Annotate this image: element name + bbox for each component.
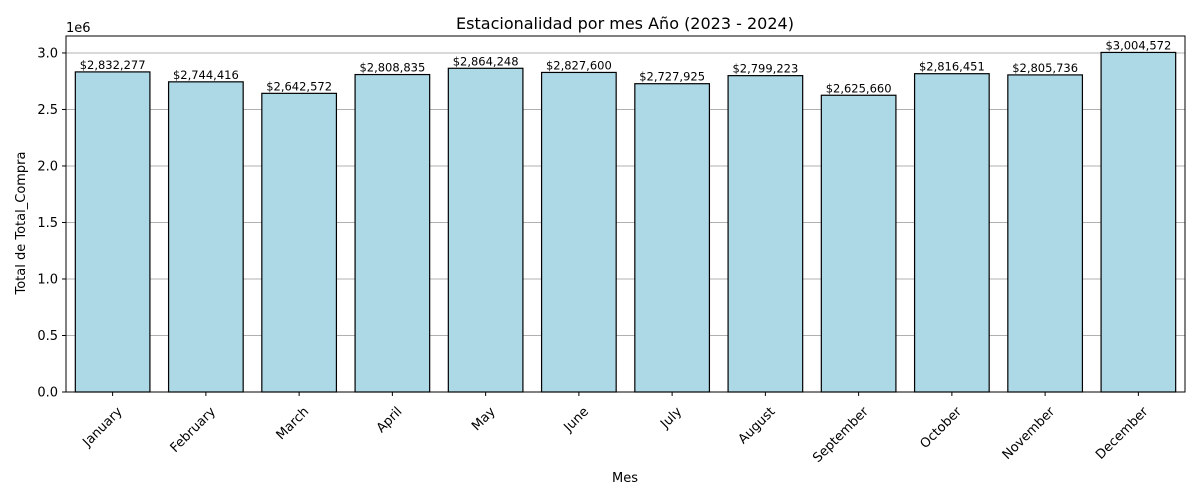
x-tick-label: July — [657, 404, 685, 432]
bar-may — [447, 67, 524, 393]
x-tick-label: October — [918, 404, 966, 452]
data-label: $2,625,660 — [826, 81, 892, 95]
y-tick-label: 2.5 — [37, 103, 58, 118]
bar-february — [167, 81, 244, 393]
data-label: $2,816,451 — [919, 60, 985, 74]
x-ticks: January February March April May June July Augu… — [80, 392, 1152, 466]
data-label: $3,004,572 — [1105, 38, 1171, 52]
x-tick-label: January — [80, 404, 126, 450]
axes — [65, 35, 1186, 393]
bars — [74, 51, 1177, 393]
x-tick-label: March — [274, 404, 313, 443]
data-label: $2,832,277 — [80, 58, 146, 72]
bar-september — [820, 94, 897, 393]
x-tick-label: June — [561, 404, 592, 435]
data-label: $2,864,248 — [453, 54, 519, 68]
bar-august — [727, 75, 804, 393]
x-tick-label: December — [1093, 404, 1152, 463]
y-axis-label: Total de Total_Compra — [14, 152, 29, 296]
chart-title: Estacionalidad por mes Año (2023 - 2024) — [456, 14, 794, 33]
data-label: $2,744,416 — [173, 68, 239, 82]
x-tick-label: November — [1000, 404, 1059, 463]
bar-april — [354, 73, 431, 393]
data-label: $2,799,223 — [732, 62, 798, 76]
y-ticks: 0.0 0.5 1.0 1.5 2.0 2.5 3.0 — [37, 46, 66, 401]
y-tick-label: 1.5 — [37, 216, 58, 231]
bar-december — [1100, 51, 1177, 393]
data-label: $2,642,572 — [266, 79, 332, 93]
data-label: $2,808,835 — [359, 61, 425, 75]
y-tick-label: 3.0 — [37, 46, 58, 61]
data-labels: $2,832,277 $2,744,416 $2,642,572 $2,808,835… — [80, 38, 1172, 95]
x-tick-label: September — [810, 404, 872, 466]
data-label: $2,727,925 — [639, 70, 705, 84]
data-label: $2,805,736 — [1012, 61, 1078, 75]
bar-july — [634, 83, 711, 393]
grid — [66, 52, 1185, 393]
y-axis-offset-label: 1e6 — [66, 21, 91, 36]
data-label: $2,827,600 — [546, 58, 612, 72]
x-tick-label: February — [168, 404, 220, 456]
bar-october — [913, 73, 990, 393]
x-tick-label: April — [374, 404, 406, 436]
x-tick-label: May — [469, 404, 499, 434]
x-tick-label: August — [736, 404, 779, 447]
bar-march — [261, 92, 338, 393]
plot-frame — [65, 35, 1186, 393]
y-tick-label: 1.0 — [37, 272, 58, 287]
y-tick-label: 0.5 — [37, 329, 58, 344]
bar-november — [1007, 74, 1084, 393]
y-tick-label: 0.0 — [37, 386, 58, 401]
y-tick-label: 2.0 — [37, 159, 58, 174]
bar-june — [540, 71, 617, 393]
x-axis-label: Mes — [612, 471, 638, 486]
bar-january — [74, 71, 151, 393]
